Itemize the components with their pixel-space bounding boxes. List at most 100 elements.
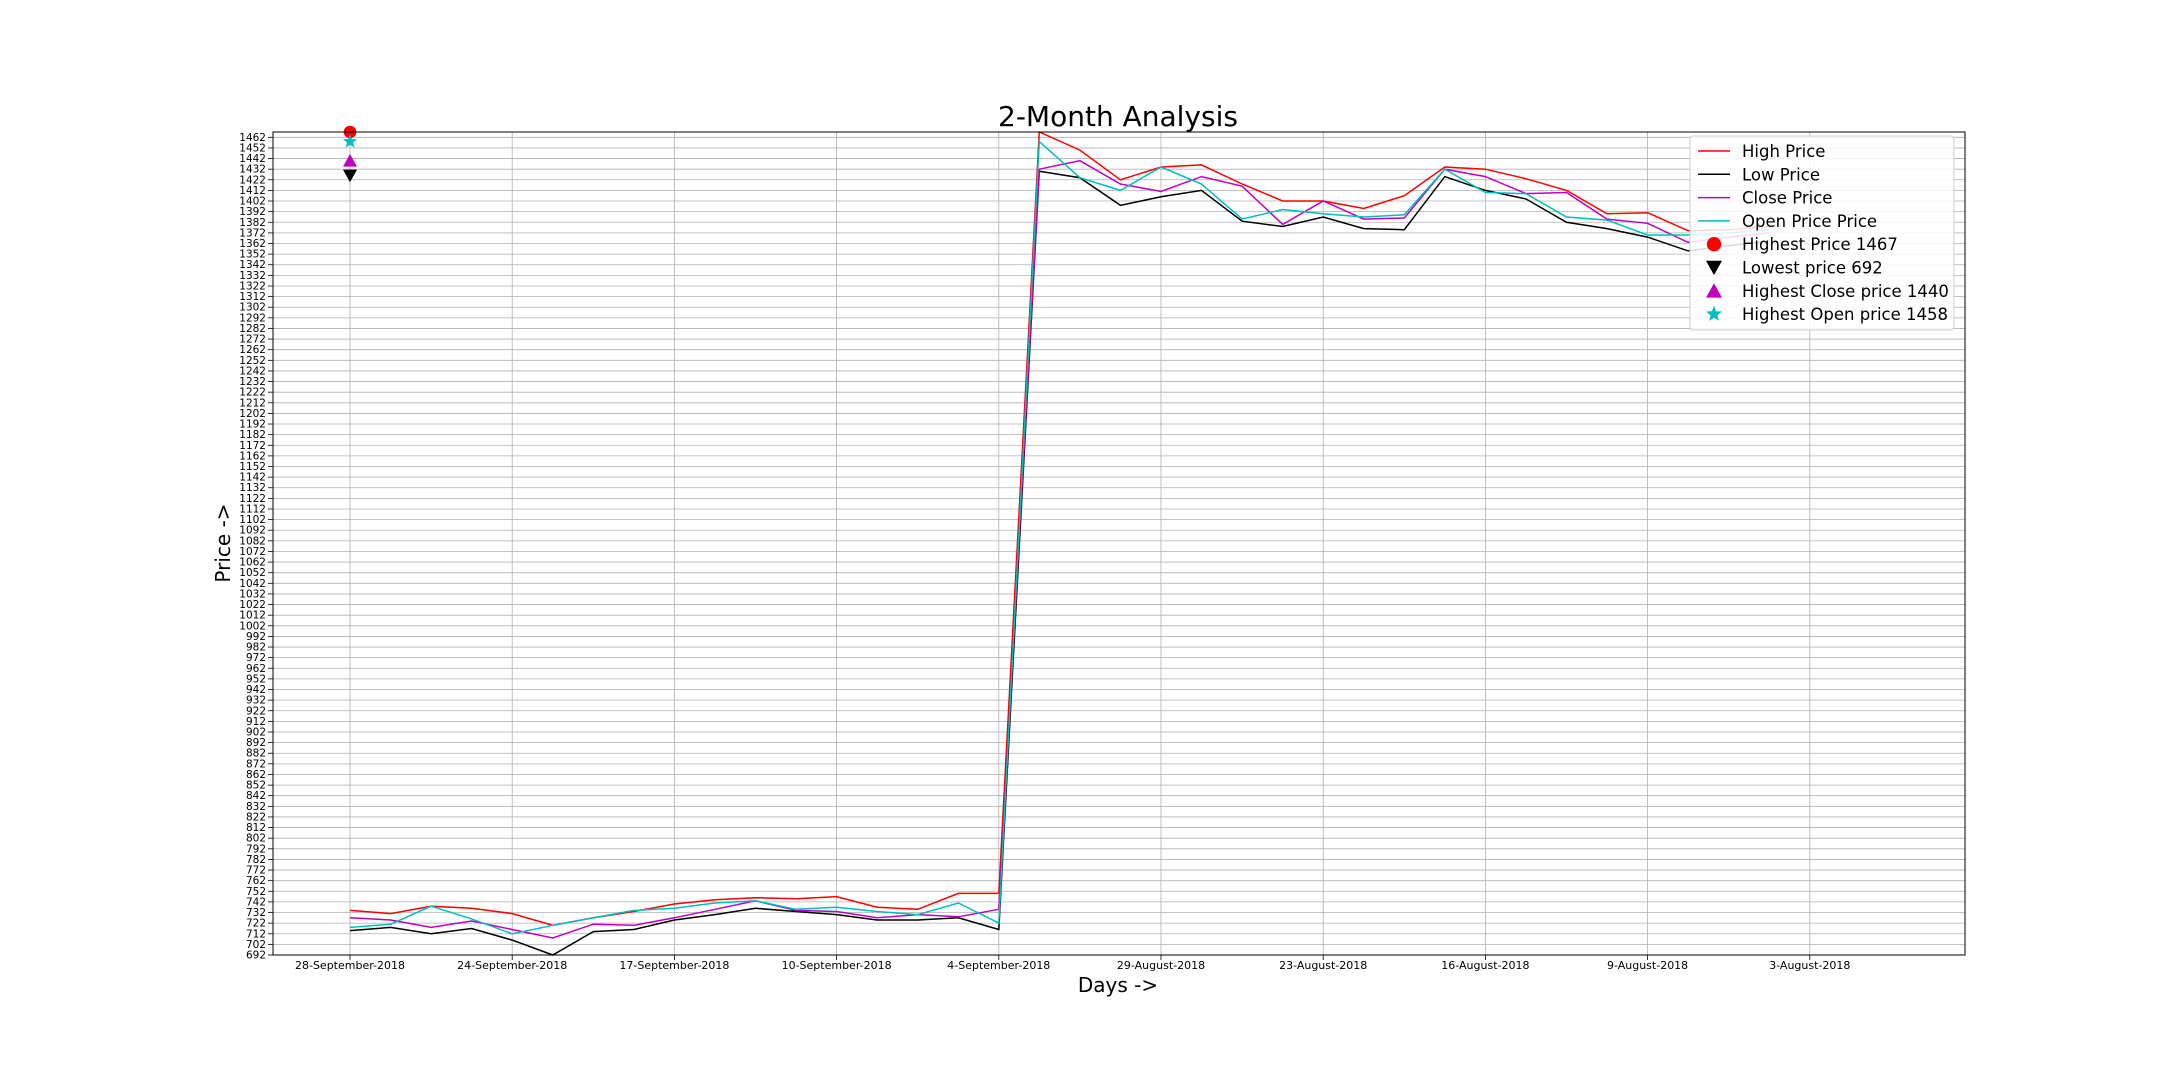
marker-star [343, 134, 357, 148]
legend-label: Open Price Price [1742, 212, 1877, 231]
y-tick-label: 862 [246, 769, 266, 781]
y-tick-label: 1142 [239, 472, 266, 484]
legend-label: Low Price [1742, 165, 1820, 184]
series-line [349, 159, 1770, 939]
y-tick-label: 1362 [239, 238, 266, 250]
y-tick-label: 732 [246, 907, 266, 919]
y-tick-label: 1352 [239, 249, 266, 261]
y-tick-label: 1212 [239, 397, 266, 409]
y-tick-label: 1042 [239, 578, 266, 590]
legend-label: Close Price [1742, 189, 1832, 208]
y-tick-label: 1032 [239, 588, 266, 600]
y-tick-label: 702 [246, 939, 266, 951]
y-tick-label: 1192 [239, 419, 266, 431]
y-tick-label: 942 [246, 684, 266, 696]
legend-label: High Price [1742, 142, 1825, 161]
marker-triangle-up [343, 154, 357, 167]
legend-label: Lowest price 692 [1742, 259, 1883, 278]
y-tick-label: 972 [246, 652, 266, 664]
y-tick-label: 1132 [239, 482, 266, 494]
y-tick-label: 1342 [239, 259, 266, 271]
legend-marker-triangle-up [1706, 283, 1722, 298]
y-tick-label: 1122 [239, 493, 266, 505]
y-tick-label: 912 [246, 716, 266, 728]
grid [273, 132, 1965, 956]
x-tick-label: 4-September-2018 [947, 959, 1050, 972]
y-tick-label: 1072 [239, 546, 266, 558]
y-tick-label: 712 [246, 928, 266, 940]
x-axis-label: Days -> [1078, 973, 1158, 997]
y-tick-label: 1082 [239, 535, 266, 547]
y-tick-label: 1292 [239, 312, 266, 324]
y-tick-label: 1412 [239, 185, 266, 197]
y-tick-label: 1442 [239, 153, 266, 165]
series-line [349, 170, 1770, 956]
y-tick-label: 1392 [239, 206, 266, 218]
y-tick-label: 842 [246, 790, 266, 802]
marker-triangle-down [343, 169, 357, 183]
x-tick-label: 29-August-2018 [1117, 959, 1205, 972]
y-tick-label: 1052 [239, 567, 266, 579]
chart-title: 2-Month Analysis [998, 100, 1238, 133]
y-tick-label: 782 [246, 854, 266, 866]
y-tick-label: 1252 [239, 355, 266, 367]
y-tick-label: 802 [246, 833, 266, 845]
y-tick-label: 1332 [239, 270, 266, 282]
x-axis-ticks: 28-September-2018 24-September-2018 17-Sep… [295, 955, 1850, 972]
y-tick-label: 952 [246, 673, 266, 685]
y-tick-label: 1152 [239, 461, 266, 473]
y-tick-label: 1202 [239, 408, 266, 420]
series-lines [349, 130, 1770, 956]
marker-points [343, 125, 357, 183]
y-tick-label: 792 [246, 843, 266, 855]
legend-label: Highest Open price 1458 [1742, 305, 1948, 324]
legend-label: Highest Close price 1440 [1742, 282, 1949, 301]
y-tick-label: 722 [246, 918, 266, 930]
y-tick-label: 882 [246, 748, 266, 760]
x-tick-label: 9-August-2018 [1607, 959, 1688, 972]
y-tick-label: 1172 [239, 440, 266, 452]
y-tick-label: 692 [246, 950, 266, 962]
y-tick-label: 1262 [239, 344, 266, 356]
y-tick-label: 1282 [239, 323, 266, 335]
y-tick-label: 962 [246, 663, 266, 675]
y-tick-label: 762 [246, 875, 266, 887]
y-tick-label: 982 [246, 642, 266, 654]
y-tick-label: 1022 [239, 599, 266, 611]
x-tick-label: 24-September-2018 [457, 959, 567, 972]
y-tick-label: 1102 [239, 514, 266, 526]
y-tick-label: 832 [246, 801, 266, 813]
y-tick-label: 892 [246, 737, 266, 749]
y-tick-label: 922 [246, 705, 266, 717]
y-tick-label: 992 [246, 631, 266, 643]
y-tick-label: 1272 [239, 334, 266, 346]
y-tick-label: 1372 [239, 227, 266, 239]
y-axis-ticks: 6927027127227327427527627727827928028128… [239, 132, 273, 962]
y-tick-label: 1312 [239, 291, 266, 303]
y-tick-label: 1222 [239, 387, 266, 399]
legend-marker-circle [1706, 237, 1722, 252]
series-line [349, 140, 1770, 935]
y-tick-label: 1432 [239, 164, 266, 176]
legend-box [1689, 135, 1955, 331]
legend-marker-star [1706, 305, 1722, 321]
y-tick-label: 1162 [239, 450, 266, 462]
y-tick-label: 1302 [239, 302, 266, 314]
y-tick-label: 1002 [239, 620, 266, 632]
y-tick-label: 902 [246, 726, 266, 738]
y-tick-label: 932 [246, 695, 266, 707]
x-tick-label: 10-September-2018 [782, 959, 892, 972]
y-tick-label: 752 [246, 886, 266, 898]
y-tick-label: 812 [246, 822, 266, 834]
y-tick-label: 872 [246, 758, 266, 770]
x-tick-label: 3-August-2018 [1769, 959, 1850, 972]
x-tick-label: 28-September-2018 [295, 959, 405, 972]
y-tick-label: 1402 [239, 196, 266, 208]
y-tick-label: 1422 [239, 174, 266, 186]
legend-marker-triangle-down [1706, 260, 1722, 276]
x-tick-label: 16-August-2018 [1441, 959, 1529, 972]
y-tick-label: 742 [246, 896, 266, 908]
y-tick-label: 1242 [239, 365, 266, 377]
y-tick-label: 1092 [239, 525, 266, 537]
y-tick-label: 1182 [239, 429, 266, 441]
